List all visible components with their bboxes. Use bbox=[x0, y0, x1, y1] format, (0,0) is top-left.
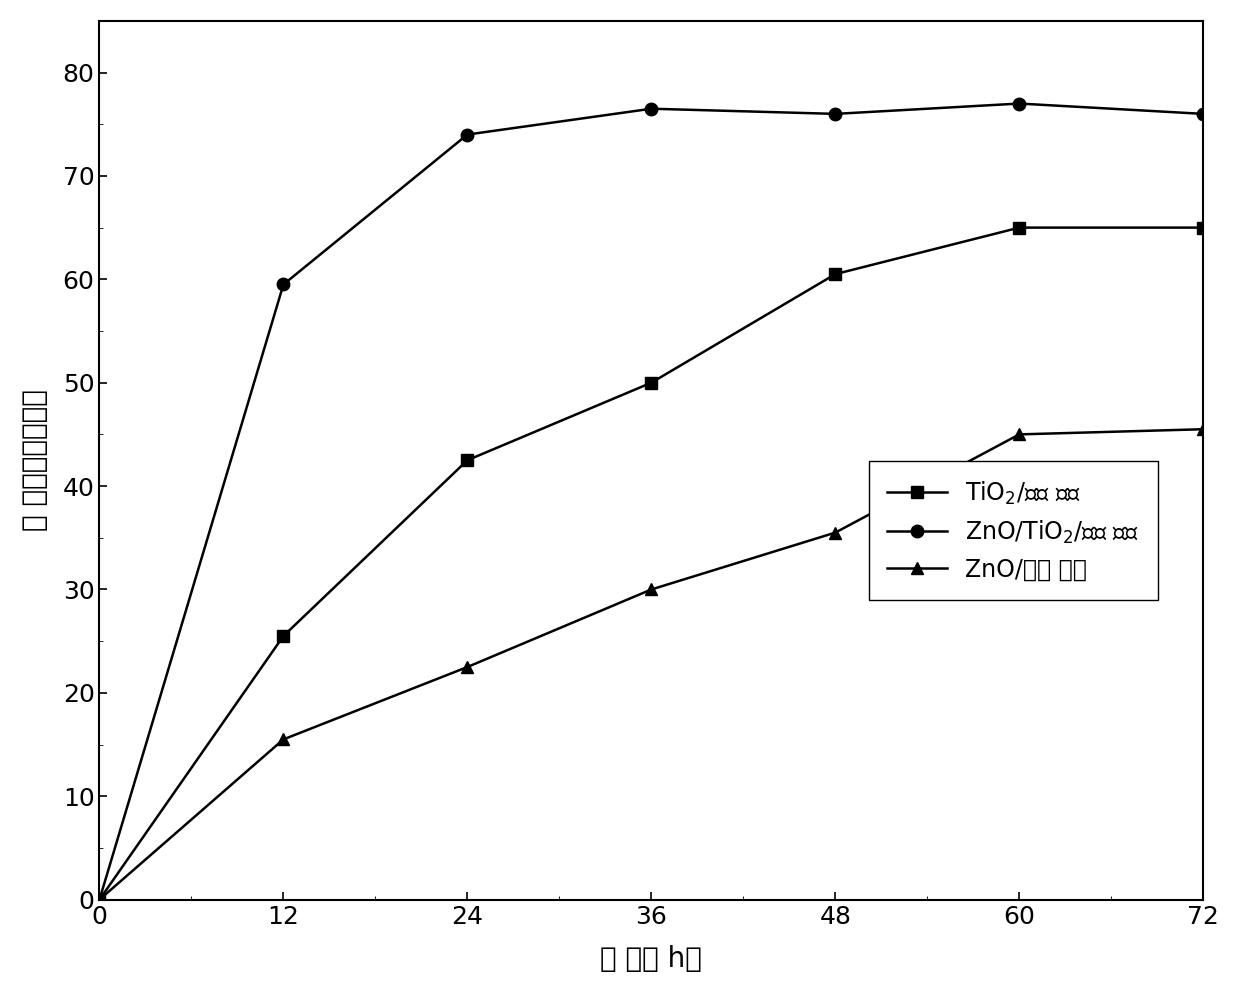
ZnO/TiO$_2$/玻璃 纤维 bbox=[1195, 108, 1210, 120]
TiO$_2$/玻璃 纤维 bbox=[1012, 222, 1027, 234]
ZnO/玻璃 纤维 bbox=[1012, 428, 1027, 440]
TiO$_2$/玻璃 纤维 bbox=[1195, 222, 1210, 234]
ZnO/TiO$_2$/玻璃 纤维 bbox=[277, 278, 291, 290]
ZnO/玻璃 纤维 bbox=[828, 527, 843, 539]
ZnO/玻璃 纤维 bbox=[92, 894, 107, 906]
ZnO/玻璃 纤维 bbox=[644, 583, 658, 595]
Line: ZnO/玻璃 纤维: ZnO/玻璃 纤维 bbox=[93, 423, 1209, 906]
TiO$_2$/玻璃 纤维 bbox=[460, 454, 475, 466]
TiO$_2$/玻璃 纤维 bbox=[644, 377, 658, 389]
ZnO/TiO$_2$/玻璃 纤维 bbox=[644, 102, 658, 114]
TiO$_2$/玻璃 纤维 bbox=[828, 268, 843, 280]
ZnO/TiO$_2$/玻璃 纤维 bbox=[828, 108, 843, 120]
ZnO/玻璃 纤维 bbox=[460, 661, 475, 673]
Legend: TiO$_2$/玻璃 纤维, ZnO/TiO$_2$/玻璃 纤维, ZnO/玻璃 纤维: TiO$_2$/玻璃 纤维, ZnO/TiO$_2$/玻璃 纤维, ZnO/玻璃… bbox=[868, 460, 1158, 600]
ZnO/玻璃 纤维 bbox=[1195, 423, 1210, 435]
ZnO/TiO$_2$/玻璃 纤维 bbox=[460, 128, 475, 140]
ZnO/TiO$_2$/玻璃 纤维 bbox=[92, 894, 107, 906]
Y-axis label: 苯 的降解率（％）: 苯 的降解率（％） bbox=[21, 390, 48, 531]
TiO$_2$/玻璃 纤维 bbox=[277, 630, 291, 642]
ZnO/玻璃 纤维 bbox=[277, 734, 291, 746]
ZnO/TiO$_2$/玻璃 纤维 bbox=[1012, 97, 1027, 109]
Line: TiO$_2$/玻璃 纤维: TiO$_2$/玻璃 纤维 bbox=[93, 222, 1209, 906]
Line: ZnO/TiO$_2$/玻璃 纤维: ZnO/TiO$_2$/玻璃 纤维 bbox=[93, 97, 1209, 906]
X-axis label: 时 间（ h）: 时 间（ h） bbox=[600, 945, 702, 973]
TiO$_2$/玻璃 纤维 bbox=[92, 894, 107, 906]
